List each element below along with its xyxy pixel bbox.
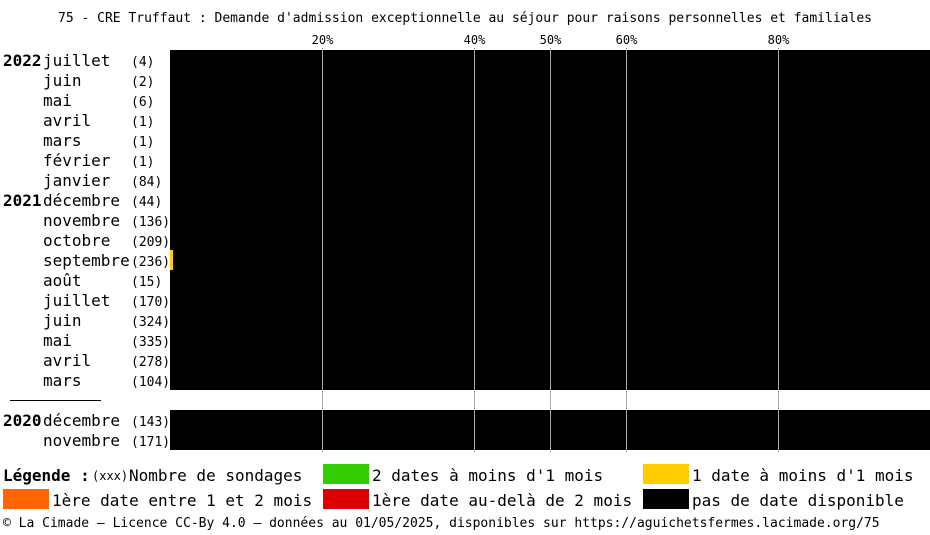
chart-title: 75 - CRE Truffaut : Demande d'admission … [58,11,872,26]
count-label: (15) [131,275,162,290]
month-label: juin [43,311,82,330]
bar-segment-none [173,250,930,270]
footer-credits: © La Cimade — Licence CC-By 4.0 — donnée… [3,516,880,531]
count-label: (143) [131,415,170,430]
month-label: novembre [43,431,120,450]
month-label: avril [43,111,91,130]
count-label: (236) [131,255,170,270]
x-tick-label: 50% [540,33,562,47]
count-label: (171) [131,435,170,450]
month-label: juillet [43,291,110,310]
month-label: octobre [43,231,110,250]
count-label: (6) [131,95,154,110]
month-label: décembre [43,411,120,430]
count-label: (44) [131,195,162,210]
month-label: avril [43,351,91,370]
month-label: novembre [43,211,120,230]
count-label: (335) [131,335,170,350]
legend-label-two-dates: 2 dates à moins d'1 mois [372,466,604,485]
month-label: août [43,271,82,290]
legend-swatch-none [643,489,689,509]
x-tick-label: 20% [312,33,334,47]
stacked-bar-chart: 2022 juillet (4)juin (2)mai (6)avril (1)mars(… [3,33,930,452]
count-label: (84) [131,175,162,190]
legend-label-first-1-2: 1ère date entre 1 et 2 mois [52,491,313,510]
legend-count-label: Nombre de sondages [129,466,303,485]
legend-label-first-gt2: 1ère date au-delà de 2 mois [372,491,633,510]
year-label: 2021 [3,191,42,210]
count-label: (1) [131,135,154,150]
month-label: mars [43,131,82,150]
count-label: (1) [131,115,154,130]
legend-label-one-date: 1 date à moins d'1 mois [692,466,914,485]
x-tick-label: 60% [616,33,638,47]
count-label: (278) [131,355,170,370]
month-label: mars [43,371,82,390]
count-label: (170) [131,295,170,310]
legend: Légende : (xxx) Nombre de sondages 2 dat… [0,462,930,512]
month-label: juin [43,71,82,90]
count-label: (209) [131,235,170,250]
legend-heading: Légende : [3,466,90,485]
count-label: (324) [131,315,170,330]
count-label: (1) [131,155,154,170]
month-label: septembre [43,251,130,270]
count-label: (4) [131,55,154,70]
year-label: 2020 [3,411,42,430]
legend-count-marker: (xxx) [92,469,129,483]
count-label: (104) [131,375,170,390]
year-label: 2022 [3,51,42,70]
legend-swatch-two-dates [323,464,369,484]
x-tick-label: 40% [464,33,486,47]
month-label: mai [43,91,72,110]
bar-segment-one-date [170,250,174,270]
month-label: juillet [43,51,110,70]
legend-swatch-one-date [643,464,689,484]
legend-label-none: pas de date disponible [692,491,904,510]
count-label: (136) [131,215,170,230]
count-label: (2) [131,75,154,90]
legend-swatch-first-gt2 [323,489,369,509]
x-tick-label: 80% [768,33,790,47]
month-label: mai [43,331,72,350]
month-label: décembre [43,191,120,210]
legend-swatch-first-1-2 [3,489,49,509]
month-label: janvier [43,171,111,190]
month-label: février [43,151,111,170]
